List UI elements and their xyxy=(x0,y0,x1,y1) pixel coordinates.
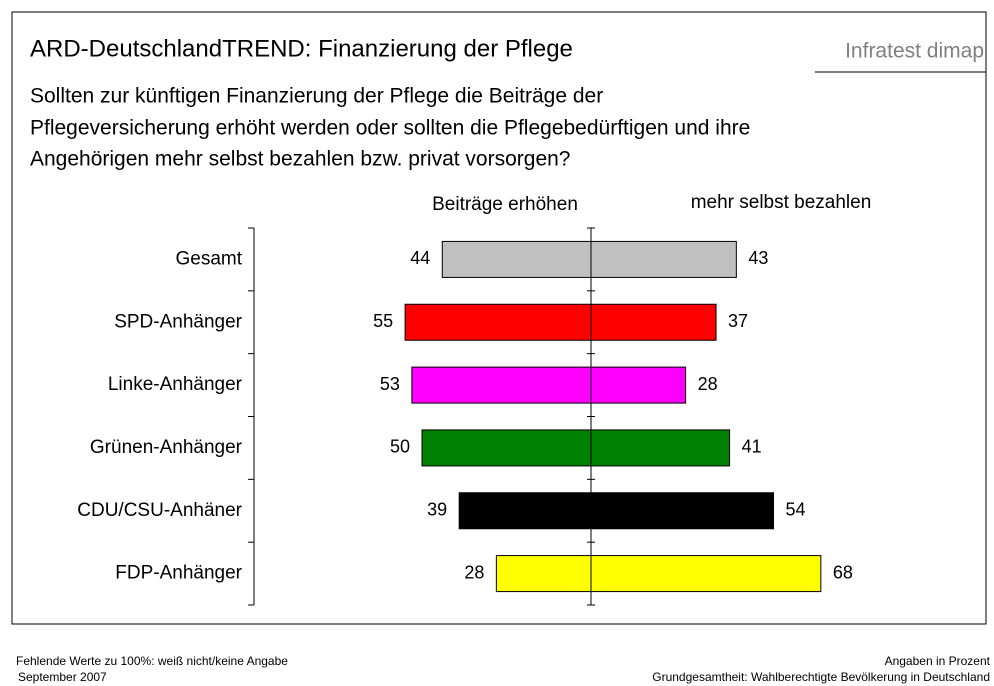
bar xyxy=(458,492,592,530)
category-label: FDP-Anhänger xyxy=(115,563,242,584)
bar xyxy=(441,240,592,278)
footnote: Grundgesamtheit: Wahlberechtigte Bevölke… xyxy=(652,670,990,684)
category-label: SPD-Anhänger xyxy=(114,311,242,332)
footnote: September 2007 xyxy=(18,670,107,684)
legend-right: mehr selbst bezahlen xyxy=(691,192,872,213)
value-label: 43 xyxy=(748,248,768,268)
value-label: 54 xyxy=(786,500,806,520)
question-line: Angehörigen mehr selbst bezahlen bzw. pr… xyxy=(30,148,570,171)
bar xyxy=(590,303,717,341)
question-line: Sollten zur künftigen Finanzierung der P… xyxy=(30,85,603,108)
bar xyxy=(590,555,822,593)
brand: Infratest dimap xyxy=(845,40,984,63)
question-line: Pflegeversicherung erhöht werden oder so… xyxy=(30,117,750,140)
bar xyxy=(590,492,775,530)
category-label: Gesamt xyxy=(175,248,242,269)
bar xyxy=(404,303,592,341)
footnote: Angaben in Prozent xyxy=(885,654,991,668)
value-label: 53 xyxy=(380,374,400,394)
value-label: 44 xyxy=(410,248,430,268)
bar xyxy=(495,555,592,593)
legend-left: Beiträge erhöhen xyxy=(432,194,578,215)
value-label: 37 xyxy=(728,311,748,331)
bar xyxy=(590,429,731,467)
bar xyxy=(590,240,737,278)
value-label: 50 xyxy=(390,437,410,457)
value-label: 68 xyxy=(833,562,853,582)
value-label: 55 xyxy=(373,311,393,331)
value-label: 41 xyxy=(742,437,762,457)
value-label: 28 xyxy=(698,374,718,394)
bar xyxy=(590,366,687,404)
bar xyxy=(411,366,592,404)
category-label: Linke-Anhänger xyxy=(108,374,243,395)
value-label: 28 xyxy=(464,562,484,582)
category-label: Grünen-Anhänger xyxy=(90,437,243,458)
value-label: 39 xyxy=(427,500,447,520)
bar xyxy=(421,429,592,467)
footnote: Fehlende Werte zu 100%: weiß nicht/keine… xyxy=(16,654,288,668)
category-label: CDU/CSU-Anhäner xyxy=(77,500,242,521)
frame xyxy=(11,11,987,625)
chart-title: ARD-DeutschlandTREND: Finanzierung der P… xyxy=(30,35,573,62)
